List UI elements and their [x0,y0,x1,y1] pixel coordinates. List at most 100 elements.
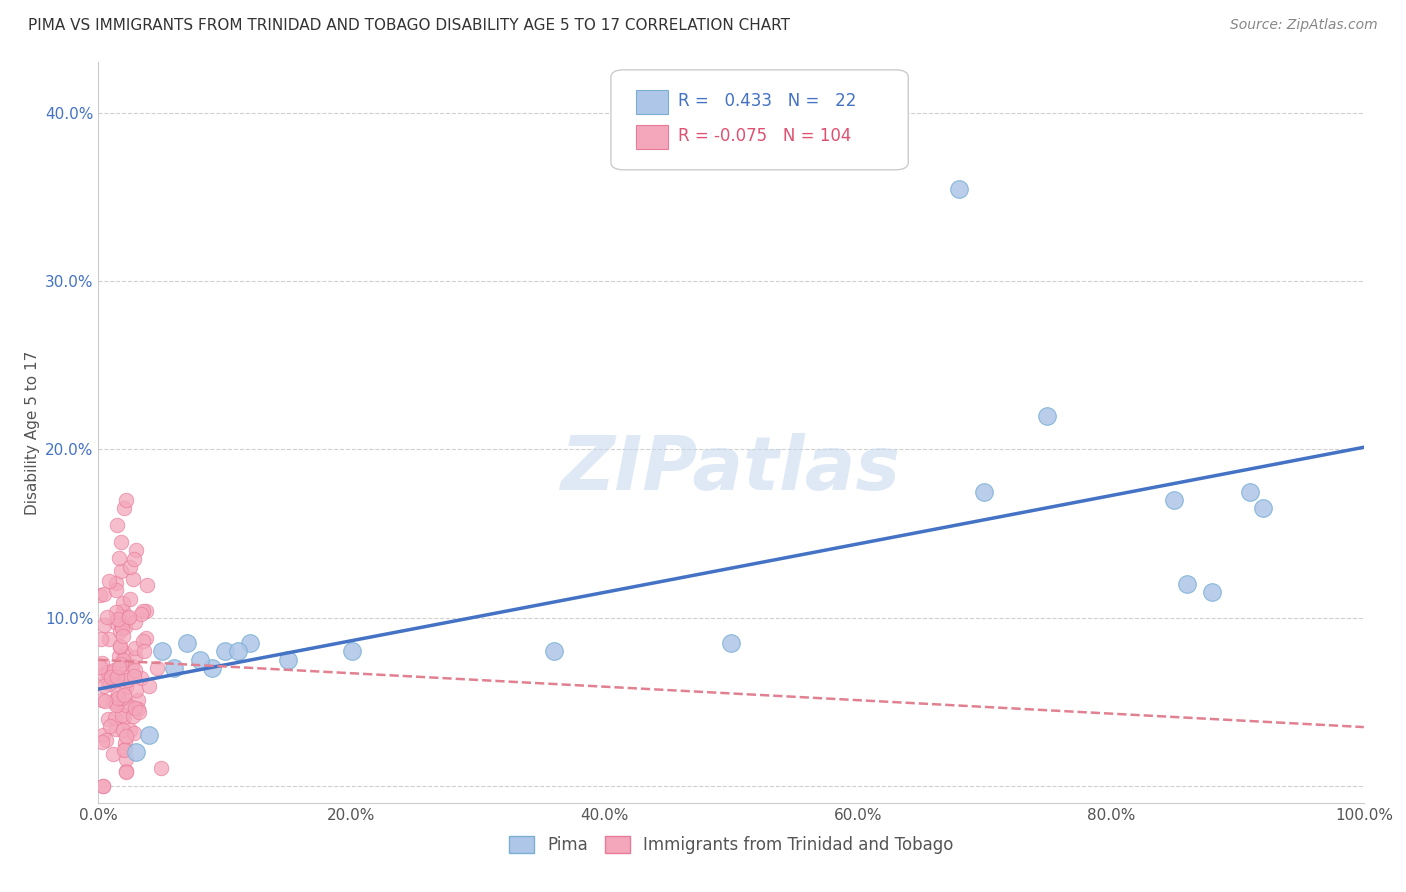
Point [105,696,128,710]
Point [104,722,127,736]
Point [107,550,129,565]
Point [122,708,145,723]
Point [94,694,117,708]
Point [94,732,117,747]
Point [118,591,141,606]
Point [124,649,146,664]
Point [89,588,111,602]
Point [277,653,299,667]
Point [90,632,112,646]
Point [91,779,114,793]
Point [340,644,363,658]
Point [973,484,995,499]
Point [107,687,129,701]
Point [163,661,186,675]
Text: R =   0.433   N =   22: R = 0.433 N = 22 [678,92,856,110]
Point [226,644,249,658]
Text: Source: ZipAtlas.com: Source: ZipAtlas.com [1230,18,1378,32]
Point [91,779,114,793]
Point [127,693,149,707]
Point [1251,501,1274,516]
Point [114,736,136,750]
Point [138,679,160,693]
Point [120,560,141,574]
Text: PIMA VS IMMIGRANTS FROM TRINIDAD AND TOBAGO DISABILITY AGE 5 TO 17 CORRELATION C: PIMA VS IMMIGRANTS FROM TRINIDAD AND TOB… [28,18,790,33]
Point [104,615,127,630]
Point [1163,492,1185,507]
Point [96,609,118,624]
Point [112,742,135,756]
Point [134,644,156,658]
Point [114,681,136,695]
Legend: Pima, Immigrants from Trinidad and Tobago: Pima, Immigrants from Trinidad and Tobag… [502,830,960,861]
Point [122,572,145,586]
Point [543,644,565,658]
Point [107,691,129,706]
Point [125,745,148,759]
Point [124,669,146,683]
Point [132,604,155,618]
FancyBboxPatch shape [636,90,668,114]
Point [1036,409,1059,423]
Point [110,616,132,631]
Point [100,718,122,732]
Point [125,543,148,558]
Point [122,551,145,566]
Text: ZIPatlas: ZIPatlas [561,434,901,506]
Point [98,632,121,647]
Point [97,665,120,679]
Point [124,615,146,629]
Point [93,728,115,742]
Point [93,679,115,693]
Point [138,729,160,743]
Point [112,597,135,611]
Point [96,673,118,688]
Point [111,653,134,667]
Point [125,683,148,698]
Point [107,518,129,533]
Point [117,611,139,625]
Point [135,604,157,618]
Point [100,677,122,691]
Point [107,612,129,626]
Point [115,492,138,507]
Point [114,646,136,660]
Point [89,660,111,674]
Point [105,582,128,597]
Point [111,691,134,706]
Point [128,706,150,720]
Point [108,649,131,664]
Point [1239,484,1261,499]
Point [105,670,128,684]
Point [110,535,132,549]
Point [118,723,141,738]
Point [115,764,138,778]
Point [149,761,172,775]
Point [145,661,167,675]
Point [103,663,125,677]
Point [1175,577,1198,591]
Text: R = -0.075   N = 104: R = -0.075 N = 104 [678,128,852,145]
Point [111,707,134,722]
Point [114,670,136,684]
Point [103,711,125,725]
Point [239,636,262,650]
Point [948,181,970,195]
Point [101,747,124,761]
Point [97,712,120,726]
Point [112,710,135,724]
Point [131,634,153,648]
Point [101,694,124,708]
FancyBboxPatch shape [610,70,908,169]
Point [97,574,120,588]
Point [112,629,135,643]
FancyBboxPatch shape [636,125,668,149]
Point [129,671,152,685]
Point [114,752,136,766]
Point [105,698,128,713]
Point [108,640,131,654]
Point [129,607,152,621]
Point [105,605,128,619]
Point [150,644,173,658]
Point [93,587,115,601]
